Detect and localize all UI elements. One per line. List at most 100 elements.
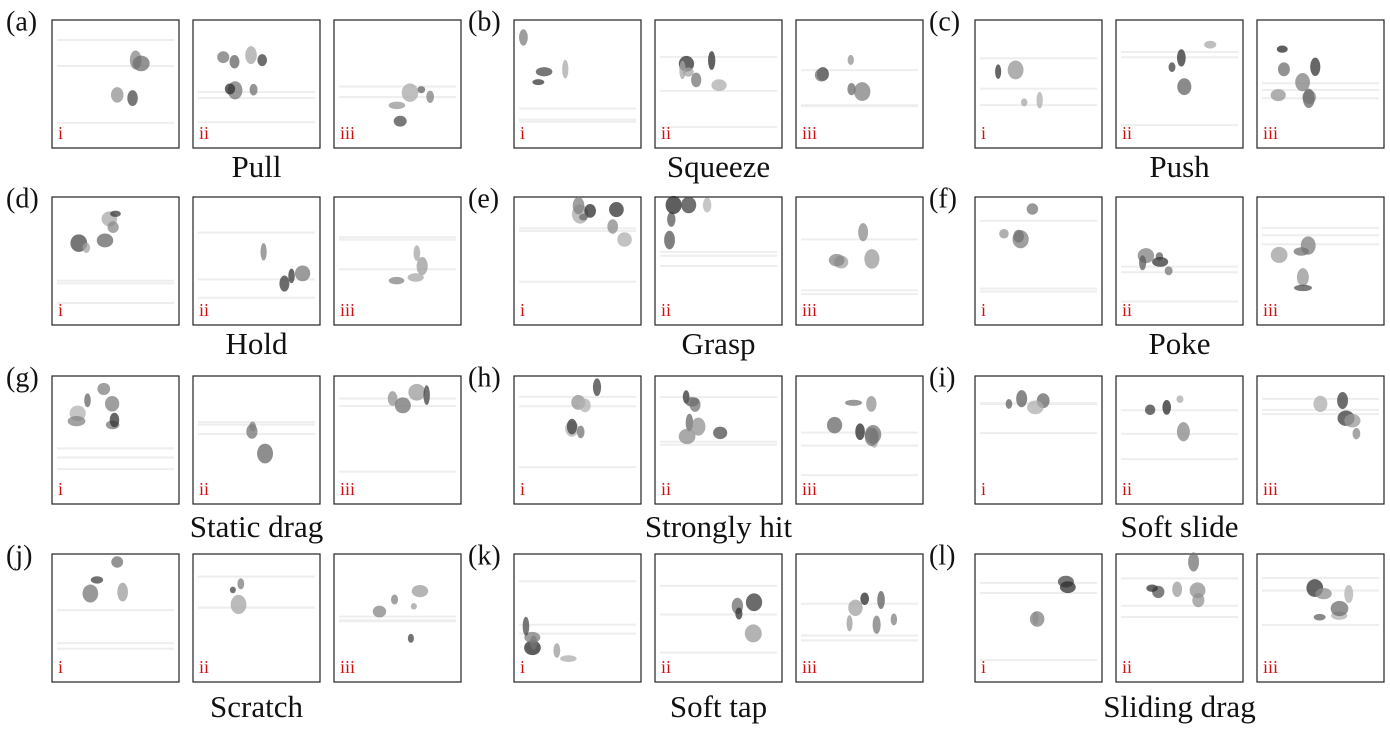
blob [423, 385, 430, 406]
blob [67, 415, 86, 427]
blob [1146, 584, 1158, 592]
sub-label: iii [1263, 123, 1278, 143]
map-frame [795, 196, 924, 326]
blob [411, 585, 429, 598]
blob [681, 196, 697, 214]
blob [1177, 78, 1192, 96]
blob [814, 68, 828, 82]
blob [1344, 413, 1361, 428]
sub-label: ii [199, 479, 209, 499]
blob [1144, 404, 1156, 416]
blob [848, 599, 863, 616]
blob [1344, 585, 1354, 603]
sub-label: ii [1122, 300, 1132, 320]
blob [682, 67, 694, 77]
blob [417, 86, 426, 94]
sub-label: ii [661, 657, 671, 677]
panel-caption: Strongly hit [645, 509, 793, 544]
map-frame [51, 375, 180, 505]
blob [1176, 395, 1184, 403]
blob [393, 115, 407, 127]
blob [577, 425, 585, 439]
blob [107, 221, 119, 233]
map-frame [333, 196, 462, 326]
pressure-map: i [513, 375, 642, 505]
pressure-map: ii [192, 196, 321, 326]
blob [1007, 60, 1024, 80]
map-frame [513, 553, 642, 683]
map-frame [1115, 196, 1244, 326]
sub-label: i [520, 123, 525, 143]
blob [1296, 268, 1309, 287]
map-frame [333, 375, 462, 505]
blob [1277, 62, 1290, 77]
pressure-map: iii [333, 196, 462, 326]
blob [562, 59, 569, 79]
blob [1330, 600, 1349, 617]
panel-letter: (j) [6, 540, 32, 571]
blob [1016, 390, 1028, 408]
sub-label: ii [199, 657, 209, 677]
pressure-map: iii [333, 19, 462, 149]
panel-letter: (a) [6, 6, 37, 37]
blob [132, 55, 150, 72]
blob [237, 578, 245, 590]
blob [111, 556, 124, 568]
blob [1313, 395, 1328, 413]
pressure-map: iii [795, 375, 924, 505]
blob [708, 51, 716, 70]
pressure-map: iii [1256, 553, 1385, 683]
blob [388, 101, 406, 110]
blob [1027, 400, 1044, 415]
blob [553, 643, 561, 658]
map-frame [513, 19, 642, 149]
blob [667, 211, 676, 227]
panel-caption: Pull [232, 149, 282, 184]
blob [96, 233, 114, 248]
pressure-map: i [974, 553, 1103, 683]
pressure-map: i [51, 553, 180, 683]
map-frame [192, 553, 321, 683]
sub-label: iii [340, 657, 355, 677]
blob [713, 426, 728, 440]
blob [864, 249, 880, 269]
sub-label: iii [1263, 300, 1278, 320]
blob [744, 624, 762, 643]
blob [1294, 284, 1312, 292]
blob [110, 87, 124, 103]
blob [522, 616, 530, 636]
blob [407, 633, 414, 643]
blob [844, 399, 863, 406]
pressure-map: i [974, 196, 1103, 326]
panel-caption: Static drag [190, 509, 323, 544]
blob [678, 428, 696, 445]
blob [1310, 57, 1321, 77]
panel-letter: (b) [468, 6, 501, 37]
blob [864, 425, 882, 444]
blob [1172, 581, 1183, 598]
sub-label: iii [802, 479, 817, 499]
map-frame [1115, 375, 1244, 505]
pressure-map: i [513, 19, 642, 149]
blob [995, 64, 1002, 79]
blob [82, 242, 91, 253]
pressure-map: iii [795, 196, 924, 326]
panel-caption: Poke [1149, 326, 1211, 361]
blob [127, 90, 138, 107]
blob [257, 443, 274, 464]
blob [257, 54, 267, 67]
blob [745, 593, 763, 612]
blob [1204, 40, 1217, 49]
blob [1168, 62, 1176, 73]
map-frame [795, 375, 924, 505]
map-frame [192, 19, 321, 149]
panel-letter: (e) [468, 183, 499, 214]
blob [1026, 203, 1039, 215]
blob [1139, 255, 1147, 271]
blob [535, 67, 553, 77]
blob [407, 273, 424, 282]
blob [387, 391, 398, 406]
blob [1315, 588, 1332, 600]
panel-caption: Sliding drag [1103, 689, 1255, 724]
map-frame [974, 375, 1103, 505]
